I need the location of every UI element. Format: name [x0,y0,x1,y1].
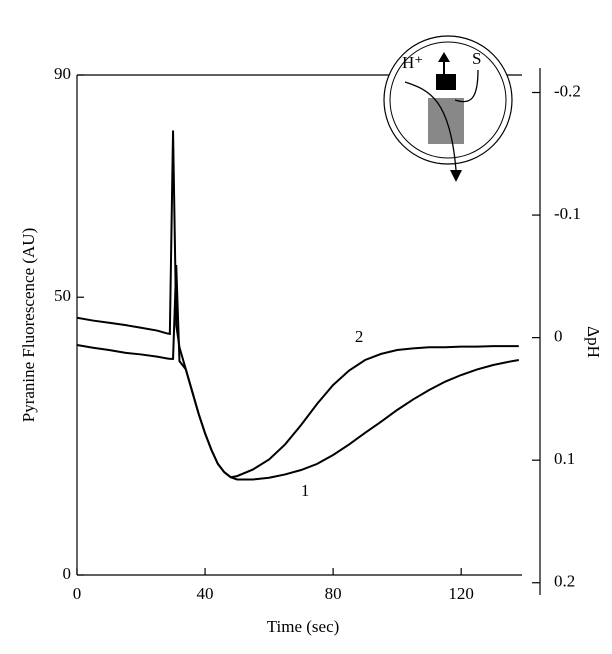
x-tick-label: 120 [448,584,474,603]
y2-tick-label: 0 [554,327,563,346]
arrow-head [438,52,450,62]
arrow-head-down [450,170,462,182]
y2-tick-label: -0.1 [554,204,581,223]
substrate-path [454,69,479,103]
series-label: 2 [355,327,364,346]
y-axis-title: Pyranine Fluorescence (AU) [19,228,38,423]
x-tick-label: 40 [197,584,214,603]
series-label: 1 [301,481,310,500]
y2-tick-label: -0.2 [554,81,581,100]
series-line [76,264,519,481]
y2-tick-label: 0.1 [554,449,575,468]
transporter [428,98,464,144]
inset-label: H⁺ [402,53,423,72]
cell-inner [389,41,507,159]
inset-label: S [472,49,481,68]
x-axis-title: Time (sec) [267,617,340,636]
inset-diagram: H⁺ S [77,35,522,182]
y-tick-label: 90 [54,64,71,83]
y2-axis-title: ΔpH [584,326,603,358]
y2-tick-label: 0.2 [554,572,575,591]
y-tick-label: 50 [54,286,71,305]
proton-path [404,81,457,171]
x-tick-label: 0 [73,584,82,603]
x-tick-label: 80 [325,584,342,603]
transporter-top [436,74,456,90]
series-line [76,130,519,479]
y-tick-label: 0 [63,564,72,583]
